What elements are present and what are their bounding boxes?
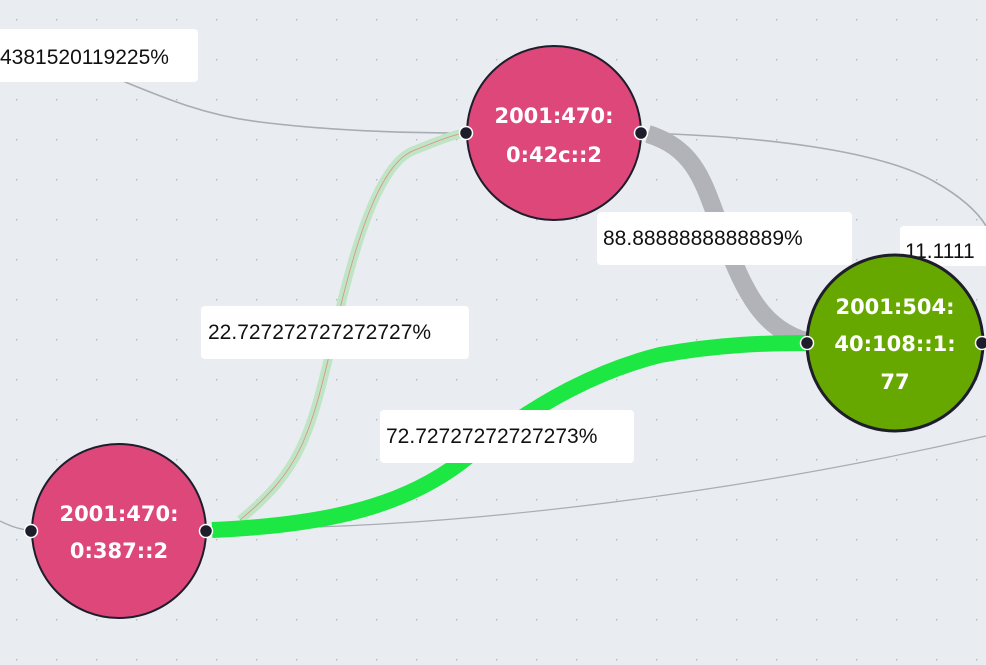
- edge-n3-to-n1-highlight: [239, 132, 467, 521]
- edge-label-top-left-text: 4381520119225%: [0, 46, 169, 69]
- edge-label-n1-to-n2[interactable]: 88.8888888888889%: [597, 212, 852, 265]
- node-2001-504-40-108-1-77[interactable]: 2001:504: 40:108::1: 77: [805, 253, 985, 433]
- port-n1-left[interactable]: [458, 125, 474, 141]
- node-label-line: 2001:470:: [494, 104, 613, 128]
- node-2001-470-0-42c-2[interactable]: 2001:470: 0:42c::2: [466, 45, 642, 221]
- edge-n1-to-offscreen-right[interactable]: [640, 132, 986, 227]
- node-label-line: 2001:504:: [835, 295, 954, 319]
- edge-label-right-partial-text: 11.1111: [905, 240, 975, 263]
- port-n2-left[interactable]: [799, 335, 815, 351]
- edge-label-n3-to-n2-text: 72.72727272727273%: [386, 425, 597, 448]
- edge-n3-to-n2[interactable]: [211, 335, 807, 538]
- edge-label-n1-to-n2-text: 88.8888888888889%: [603, 227, 803, 250]
- node-label-line: 0:42c::2: [506, 143, 602, 167]
- node-2001-470-0-387-2[interactable]: 2001:470: 0:387::2: [31, 443, 207, 619]
- node-label-line: 2001:470:: [59, 502, 178, 526]
- edge-label-top-left[interactable]: 4381520119225%: [0, 29, 198, 82]
- node-label-line: 40:108::1:: [834, 332, 955, 356]
- node-label-line: 77: [880, 370, 909, 394]
- node-label-line: 0:387::2: [70, 539, 168, 563]
- edge-label-right-partial[interactable]: 11.1111: [900, 226, 986, 266]
- port-n3-right[interactable]: [198, 523, 214, 539]
- edge-label-n3-to-n2[interactable]: 72.72727272727273%: [380, 410, 634, 463]
- edge-label-n3-to-n1-text: 22.727272727272727%: [208, 321, 431, 344]
- port-n3-left[interactable]: [23, 523, 39, 539]
- port-n1-right[interactable]: [633, 125, 649, 141]
- port-n2-right[interactable]: [974, 335, 986, 351]
- edge-label-n3-to-n1[interactable]: 22.727272727272727%: [201, 306, 469, 359]
